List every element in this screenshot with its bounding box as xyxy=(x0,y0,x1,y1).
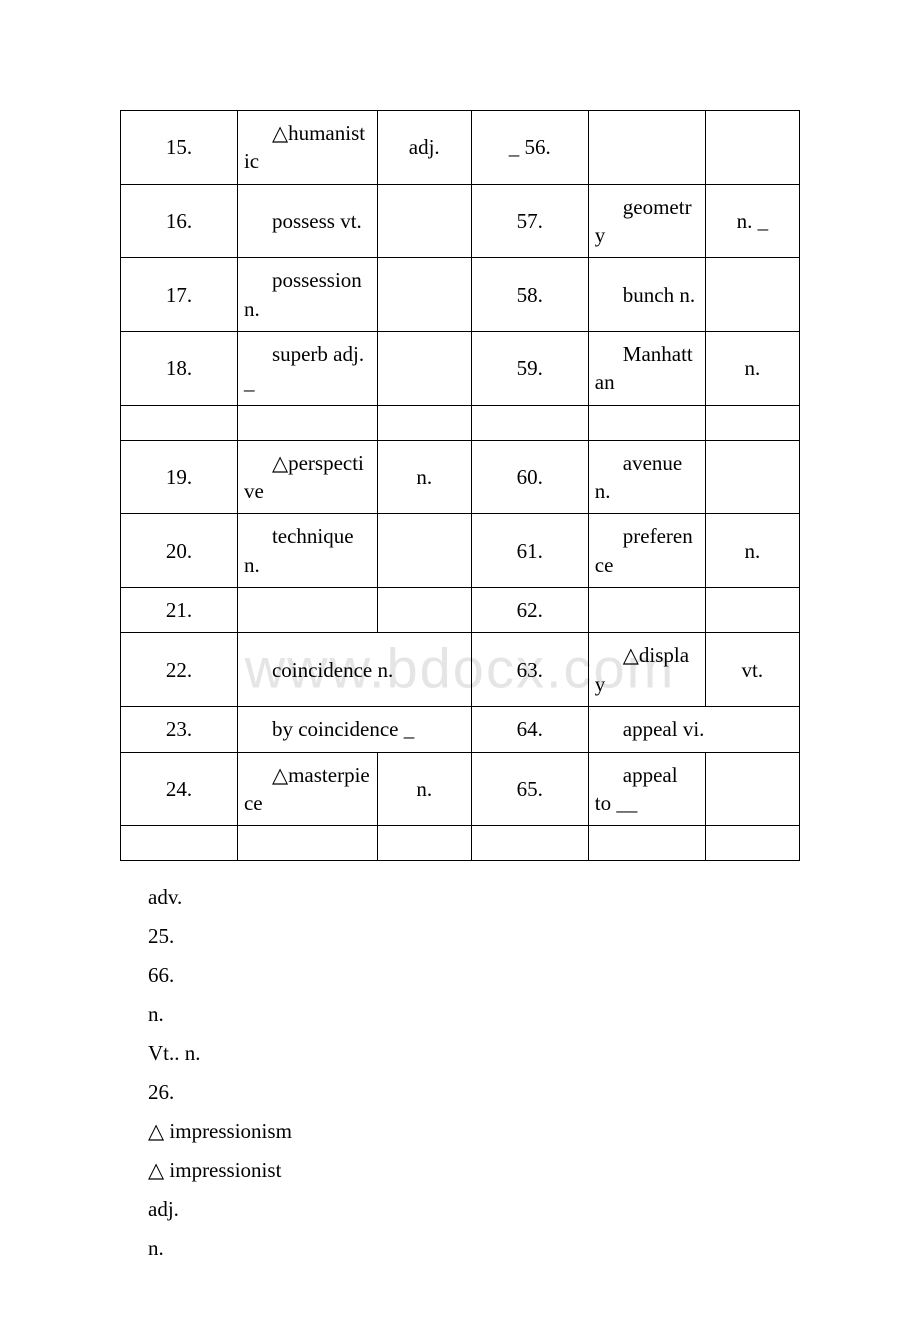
spacer-cell xyxy=(121,405,238,440)
vocab-table: 15.△humanisticadj._ 56.16.possess vt.57.… xyxy=(120,110,800,861)
spacer-cell xyxy=(377,405,471,440)
list-item: adv. xyxy=(148,885,800,910)
word-right: Manhattan xyxy=(588,332,705,406)
list-item: Vt.. n. xyxy=(148,1041,800,1066)
row-number-left: 15. xyxy=(121,111,238,185)
row-number-right: 57. xyxy=(471,184,588,258)
pos-left xyxy=(377,514,471,588)
word-left: △humanistic xyxy=(237,111,377,185)
pos-left xyxy=(377,184,471,258)
row-number-left: 16. xyxy=(121,184,238,258)
row-number-right: 61. xyxy=(471,514,588,588)
pos-right xyxy=(705,440,799,514)
spacer-cell xyxy=(705,826,799,861)
row-number-right: _ 56. xyxy=(471,111,588,185)
spacer-cell xyxy=(705,405,799,440)
row-number-left: 23. xyxy=(121,707,238,752)
row-number-right: 65. xyxy=(471,752,588,826)
table-row xyxy=(121,405,800,440)
row-number-left: 19. xyxy=(121,440,238,514)
row-number-left: 20. xyxy=(121,514,238,588)
spacer-cell xyxy=(588,826,705,861)
pos-right: n. xyxy=(705,332,799,406)
spacer-cell xyxy=(121,826,238,861)
word-right xyxy=(588,588,705,633)
table-row: 18.superb adj. _ 59.Manhattann. xyxy=(121,332,800,406)
word-right: bunch n. xyxy=(588,258,705,332)
word-right: △display xyxy=(588,633,705,707)
table-row: 15.△humanisticadj._ 56. xyxy=(121,111,800,185)
pos-left xyxy=(377,332,471,406)
pos-right xyxy=(705,588,799,633)
spacer-cell xyxy=(237,405,377,440)
table-row: 16.possess vt. 57.geometryn. _ xyxy=(121,184,800,258)
row-number-left: 22. xyxy=(121,633,238,707)
row-number-right: 64. xyxy=(471,707,588,752)
word-left: △masterpiece xyxy=(237,752,377,826)
word-right xyxy=(588,111,705,185)
list-item: 25. xyxy=(148,924,800,949)
list-item: △ impressionist xyxy=(148,1158,800,1183)
word-right: preference xyxy=(588,514,705,588)
list-item: n. xyxy=(148,1002,800,1027)
list-item: adj. xyxy=(148,1197,800,1222)
row-number-left: 17. xyxy=(121,258,238,332)
row-number-left: 18. xyxy=(121,332,238,406)
list-item: 66. xyxy=(148,963,800,988)
word-left: coincidence n. xyxy=(237,633,471,707)
table-row: 23.by coincidence _64.appeal vi. xyxy=(121,707,800,752)
word-right: avenue n. xyxy=(588,440,705,514)
word-left: possession n. xyxy=(237,258,377,332)
spacer-cell xyxy=(588,405,705,440)
main-content: 15.△humanisticadj._ 56.16.possess vt.57.… xyxy=(120,110,800,1261)
row-number-right: 63. xyxy=(471,633,588,707)
below-list: adv. 25. 66. n. Vt.. n. 26. △ impressionism △ i… xyxy=(148,885,800,1261)
pos-left: n. xyxy=(377,440,471,514)
list-item: 26. xyxy=(148,1080,800,1105)
row-number-left: 21. xyxy=(121,588,238,633)
word-right: appeal vi. xyxy=(588,707,799,752)
pos-right: n. xyxy=(705,514,799,588)
row-number-right: 58. xyxy=(471,258,588,332)
table-row: 17.possession n. 58.bunch n. xyxy=(121,258,800,332)
pos-left xyxy=(377,588,471,633)
row-number-right: 62. xyxy=(471,588,588,633)
table-row: 21. 62. xyxy=(121,588,800,633)
pos-left: adj. xyxy=(377,111,471,185)
spacer-cell xyxy=(471,405,588,440)
table-row: 20.technique n. 61.preferencen. xyxy=(121,514,800,588)
table-row: 22.coincidence n.63.△displayvt. xyxy=(121,633,800,707)
pos-right xyxy=(705,111,799,185)
row-number-right: 59. xyxy=(471,332,588,406)
list-item: △ impressionism xyxy=(148,1119,800,1144)
row-number-left: 24. xyxy=(121,752,238,826)
word-left xyxy=(237,588,377,633)
table-row: 19.△perspectiven.60.avenue n. xyxy=(121,440,800,514)
pos-left: n. xyxy=(377,752,471,826)
word-left: △perspective xyxy=(237,440,377,514)
pos-left xyxy=(377,258,471,332)
spacer-cell xyxy=(377,826,471,861)
table-row: 24.△masterpiecen.65.appeal to __ xyxy=(121,752,800,826)
spacer-cell xyxy=(471,826,588,861)
word-left: technique n. xyxy=(237,514,377,588)
word-right: geometry xyxy=(588,184,705,258)
row-number-right: 60. xyxy=(471,440,588,514)
table-row xyxy=(121,826,800,861)
word-left: by coincidence _ xyxy=(237,707,471,752)
spacer-cell xyxy=(237,826,377,861)
word-left: superb adj. _ xyxy=(237,332,377,406)
pos-right: n. _ xyxy=(705,184,799,258)
word-right: appeal to __ xyxy=(588,752,705,826)
pos-right xyxy=(705,752,799,826)
word-left: possess vt. xyxy=(237,184,377,258)
list-item: n. xyxy=(148,1236,800,1261)
pos-right xyxy=(705,258,799,332)
pos-right: vt. xyxy=(705,633,799,707)
